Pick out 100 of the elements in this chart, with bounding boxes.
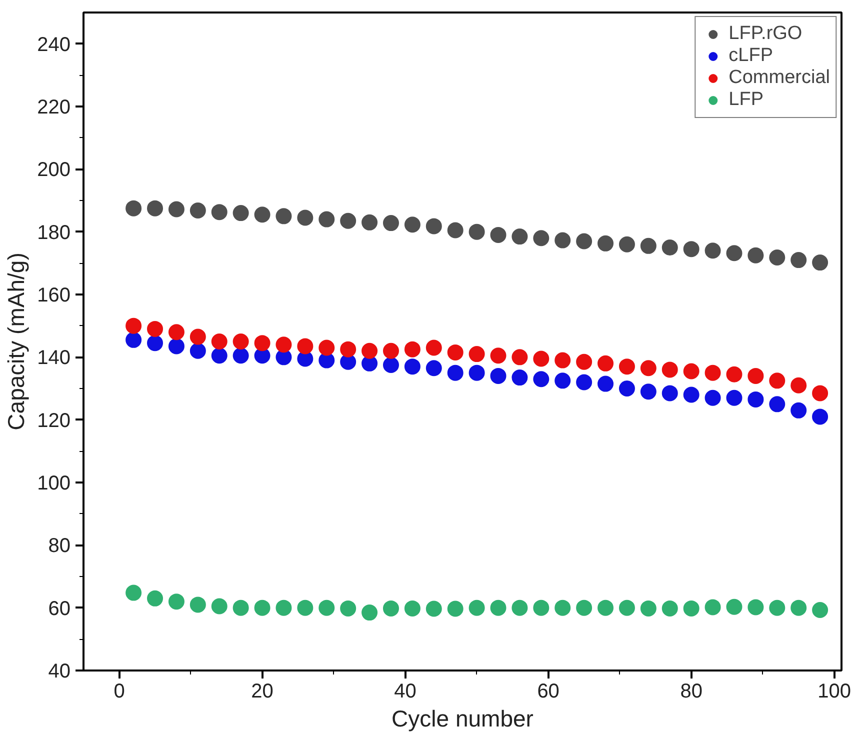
point [190, 596, 206, 613]
point [468, 224, 485, 240]
point [126, 200, 142, 216]
point [276, 600, 292, 616]
point [576, 600, 592, 616]
point [490, 348, 506, 364]
point [297, 210, 314, 226]
point [276, 336, 292, 353]
point [618, 380, 635, 396]
point [254, 335, 270, 352]
point [147, 320, 164, 337]
x-tick-label: 20 [251, 680, 274, 702]
point [683, 241, 700, 258]
point [598, 600, 614, 616]
point [598, 235, 614, 252]
point [576, 233, 592, 250]
point [147, 590, 164, 606]
point [447, 600, 464, 617]
point [340, 341, 356, 358]
point [576, 354, 592, 370]
point [468, 346, 485, 362]
point [618, 236, 635, 252]
point [812, 602, 828, 618]
point [769, 372, 786, 389]
point [598, 355, 614, 372]
point [704, 599, 721, 616]
x-tick-label: 100 [818, 680, 852, 702]
point [726, 245, 742, 262]
point [790, 252, 807, 268]
point [812, 408, 828, 425]
point [748, 247, 764, 264]
point [512, 370, 528, 386]
point [683, 363, 700, 380]
point [683, 386, 700, 403]
point [276, 208, 292, 224]
point [147, 335, 164, 352]
point [704, 364, 721, 381]
point [147, 200, 164, 216]
x-tick-label: 0 [114, 680, 125, 702]
point [447, 364, 464, 381]
point [533, 371, 550, 388]
point [662, 362, 678, 378]
point [640, 600, 656, 616]
point [168, 324, 184, 340]
point [426, 600, 442, 617]
legend-label: LFP.rGO [728, 23, 802, 45]
point [232, 205, 249, 222]
point [533, 600, 550, 616]
point [726, 366, 742, 382]
point [190, 202, 206, 219]
point [576, 374, 592, 390]
point [490, 226, 506, 243]
point [126, 332, 142, 348]
point [126, 584, 142, 601]
point [812, 254, 828, 271]
point [748, 599, 764, 616]
x-tick-label: 80 [680, 680, 702, 702]
point [190, 342, 206, 359]
point [704, 242, 721, 259]
point [232, 348, 249, 364]
point [426, 340, 442, 356]
point [726, 598, 742, 615]
point [382, 600, 399, 616]
point [533, 350, 550, 367]
point [554, 232, 571, 248]
point [812, 385, 828, 402]
point [318, 340, 335, 356]
y-tick-label: 220 [37, 96, 71, 118]
y-tick-label: 40 [48, 660, 71, 682]
y-tick-label: 160 [37, 284, 71, 306]
point [318, 600, 335, 616]
point [340, 600, 356, 616]
point [533, 230, 550, 246]
point [190, 328, 206, 345]
point [254, 600, 270, 616]
y-axis-title: Capacity (mAh/g) [3, 252, 30, 430]
point [382, 342, 399, 359]
point [232, 334, 249, 350]
point [297, 338, 314, 354]
point [512, 228, 528, 245]
point [168, 201, 184, 218]
point [168, 338, 184, 354]
point [662, 240, 678, 256]
x-tick-label: 60 [537, 680, 560, 702]
point [468, 364, 485, 381]
point [640, 238, 656, 254]
point [404, 358, 420, 375]
y-tick-label: 240 [37, 34, 71, 56]
point [254, 206, 270, 223]
point [554, 372, 571, 389]
point [318, 211, 335, 228]
point [512, 600, 528, 616]
point [554, 352, 571, 368]
point [211, 348, 228, 364]
x-axis-title: Cycle number [392, 706, 534, 732]
y-tick-label: 200 [37, 159, 71, 182]
point [790, 600, 807, 616]
x-tick-label: 40 [394, 680, 416, 702]
point [340, 212, 356, 229]
point [211, 334, 228, 350]
